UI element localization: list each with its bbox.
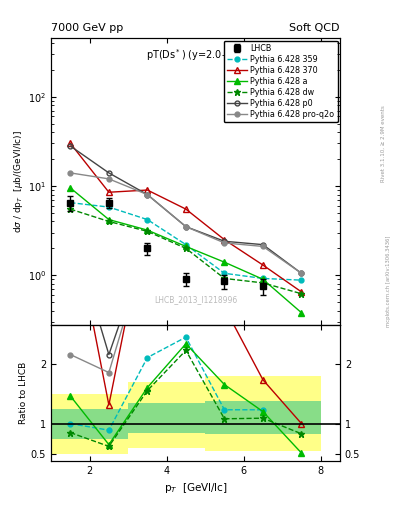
Bar <box>90 394 128 454</box>
Pythia 6.428 pro-q2o <box>107 176 111 182</box>
Pythia 6.428 p0 <box>68 143 73 149</box>
Pythia 6.428 a <box>299 310 304 316</box>
Pythia 6.428 pro-q2o <box>299 270 304 276</box>
Bar <box>244 401 282 434</box>
Pythia 6.428 a <box>68 185 73 191</box>
Text: Soft QCD: Soft QCD <box>290 23 340 33</box>
Pythia 6.428 370 <box>107 189 111 195</box>
Pythia 6.428 dw <box>107 219 111 225</box>
Text: LHCB_2013_I1218996: LHCB_2013_I1218996 <box>154 295 237 305</box>
Pythia 6.428 359 <box>107 204 111 210</box>
Line: Pythia 6.428 370: Pythia 6.428 370 <box>67 140 305 295</box>
Pythia 6.428 dw <box>145 228 150 234</box>
Pythia 6.428 p0 <box>145 191 150 198</box>
Pythia 6.428 a <box>222 259 227 265</box>
Bar <box>167 402 205 433</box>
Legend: LHCB, Pythia 6.428 359, Pythia 6.428 370, Pythia 6.428 a, Pythia 6.428 dw, Pythi: LHCB, Pythia 6.428 359, Pythia 6.428 370… <box>224 41 338 122</box>
Pythia 6.428 pro-q2o <box>68 170 73 176</box>
Bar <box>51 394 90 454</box>
Pythia 6.428 dw <box>299 291 304 297</box>
Pythia 6.428 p0 <box>107 170 111 176</box>
Bar <box>205 376 244 451</box>
Line: Pythia 6.428 p0: Pythia 6.428 p0 <box>68 143 304 276</box>
Pythia 6.428 359 <box>68 200 73 206</box>
Bar <box>244 376 282 451</box>
Pythia 6.428 370 <box>184 206 188 212</box>
Pythia 6.428 359 <box>261 275 265 282</box>
Pythia 6.428 a <box>107 217 111 223</box>
Pythia 6.428 p0 <box>222 238 227 244</box>
X-axis label: p$_T$  [GeVl/lc]: p$_T$ [GeVl/lc] <box>163 481 228 495</box>
Text: pT(Ds$^*$) (y=2.0-2.5): pT(Ds$^*$) (y=2.0-2.5) <box>146 47 245 63</box>
Pythia 6.428 pro-q2o <box>145 191 150 198</box>
Bar <box>90 409 128 439</box>
Pythia 6.428 dw <box>184 245 188 251</box>
Pythia 6.428 p0 <box>261 242 265 248</box>
Y-axis label: d$\sigma$ / dp$_T$  [$\mu$b/(GeVl/lc)]: d$\sigma$ / dp$_T$ [$\mu$b/(GeVl/lc)] <box>12 130 25 233</box>
Pythia 6.428 pro-q2o <box>261 243 265 249</box>
Bar <box>128 402 167 433</box>
Pythia 6.428 dw <box>261 280 265 286</box>
Bar <box>282 376 321 451</box>
Pythia 6.428 dw <box>68 206 73 212</box>
Bar <box>128 381 167 447</box>
Pythia 6.428 pro-q2o <box>184 224 188 230</box>
Pythia 6.428 370 <box>299 289 304 295</box>
Text: 7000 GeV pp: 7000 GeV pp <box>51 23 123 33</box>
Pythia 6.428 370 <box>68 140 73 146</box>
Bar <box>51 409 90 439</box>
Pythia 6.428 370 <box>261 262 265 268</box>
Pythia 6.428 370 <box>222 237 227 243</box>
Pythia 6.428 a <box>145 227 150 233</box>
Pythia 6.428 359 <box>222 270 227 276</box>
Line: Pythia 6.428 a: Pythia 6.428 a <box>68 185 304 315</box>
Bar <box>167 381 205 447</box>
Pythia 6.428 a <box>184 243 188 249</box>
Pythia 6.428 359 <box>145 217 150 223</box>
Bar <box>282 401 321 434</box>
Line: Pythia 6.428 dw: Pythia 6.428 dw <box>67 206 305 297</box>
Pythia 6.428 dw <box>222 275 227 282</box>
Pythia 6.428 359 <box>299 277 304 283</box>
Bar <box>205 401 244 434</box>
Y-axis label: Ratio to LHCB: Ratio to LHCB <box>19 361 28 424</box>
Pythia 6.428 p0 <box>299 270 304 276</box>
Text: Rivet 3.1.10, ≥ 2.9M events: Rivet 3.1.10, ≥ 2.9M events <box>381 105 386 182</box>
Pythia 6.428 p0 <box>184 224 188 230</box>
Line: Pythia 6.428 pro-q2o: Pythia 6.428 pro-q2o <box>68 170 304 276</box>
Line: Pythia 6.428 359: Pythia 6.428 359 <box>68 200 304 283</box>
Pythia 6.428 pro-q2o <box>222 240 227 246</box>
Pythia 6.428 359 <box>184 242 188 248</box>
Pythia 6.428 a <box>261 276 265 282</box>
Text: mcplots.cern.ch [arXiv:1306.3436]: mcplots.cern.ch [arXiv:1306.3436] <box>386 236 391 327</box>
Pythia 6.428 370 <box>145 187 150 193</box>
